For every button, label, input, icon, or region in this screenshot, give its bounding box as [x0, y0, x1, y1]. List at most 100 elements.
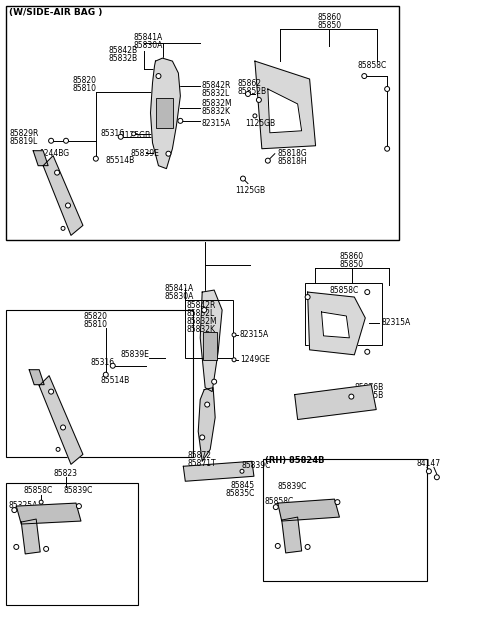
Text: 85860: 85860	[339, 253, 363, 261]
Polygon shape	[255, 61, 315, 149]
Text: 85820: 85820	[73, 76, 97, 85]
Circle shape	[265, 158, 270, 163]
Circle shape	[93, 156, 98, 161]
Bar	[305, 283, 382, 345]
Circle shape	[156, 74, 161, 79]
Bar	[203, 332, 217, 360]
Text: 85858C: 85858C	[329, 286, 359, 295]
Text: 85839C: 85839C	[242, 461, 271, 470]
Circle shape	[384, 87, 390, 92]
Circle shape	[232, 358, 236, 361]
Text: (RH) 85824B: (RH) 85824B	[265, 456, 324, 465]
Bar	[6, 483, 138, 605]
Circle shape	[365, 349, 370, 354]
Circle shape	[39, 500, 43, 504]
Circle shape	[56, 448, 60, 451]
Polygon shape	[198, 387, 215, 461]
Text: 85850: 85850	[339, 260, 363, 269]
Text: 82315A: 82315A	[381, 318, 410, 327]
Circle shape	[76, 504, 82, 509]
Text: 85839E: 85839E	[131, 149, 159, 158]
Text: 85832B: 85832B	[109, 54, 138, 63]
Text: 1125GB: 1125GB	[245, 119, 275, 128]
Text: 85818H: 85818H	[278, 157, 307, 166]
Circle shape	[178, 118, 183, 123]
Bar	[185, 300, 233, 358]
Polygon shape	[39, 376, 83, 464]
Text: 85850: 85850	[318, 21, 342, 30]
Circle shape	[110, 363, 115, 368]
Circle shape	[48, 138, 54, 143]
Circle shape	[434, 475, 439, 480]
Text: 85830A: 85830A	[165, 292, 194, 301]
Text: 85871T: 85871T	[187, 459, 216, 469]
Circle shape	[60, 425, 65, 430]
Circle shape	[14, 545, 19, 550]
Text: 85852B: 85852B	[237, 87, 266, 96]
Text: 85872: 85872	[187, 451, 211, 461]
Polygon shape	[183, 461, 254, 481]
Text: 85514B: 85514B	[106, 156, 135, 165]
Polygon shape	[268, 89, 301, 133]
Circle shape	[48, 389, 54, 394]
Text: 85832M: 85832M	[186, 317, 217, 326]
Text: 85832K: 85832K	[201, 107, 230, 116]
Circle shape	[426, 469, 432, 474]
Circle shape	[12, 508, 17, 513]
Text: 85858C: 85858C	[357, 61, 386, 70]
Circle shape	[335, 500, 340, 504]
Circle shape	[65, 203, 71, 208]
Text: 82315A: 82315A	[240, 330, 269, 339]
Text: 85832L: 85832L	[201, 89, 229, 98]
Bar	[156, 98, 173, 128]
Text: 85860: 85860	[318, 14, 342, 22]
Text: 85810: 85810	[84, 320, 108, 329]
Circle shape	[202, 308, 207, 313]
Text: 85823: 85823	[53, 469, 77, 478]
Text: 85841A: 85841A	[134, 33, 163, 42]
Polygon shape	[21, 519, 40, 554]
Text: 85819L: 85819L	[9, 137, 37, 146]
Text: 85875B: 85875B	[354, 391, 384, 400]
Text: 1125GB: 1125GB	[235, 186, 265, 194]
Polygon shape	[200, 290, 222, 392]
Text: 85858C: 85858C	[265, 497, 294, 506]
Text: 85830A: 85830A	[134, 41, 163, 50]
Text: 1249GE: 1249GE	[240, 355, 270, 364]
Text: 85832L: 85832L	[186, 309, 215, 318]
Text: 85829R: 85829R	[9, 129, 39, 138]
Circle shape	[240, 469, 244, 474]
Circle shape	[132, 132, 136, 136]
Text: 85876B: 85876B	[354, 383, 384, 392]
Circle shape	[349, 394, 354, 399]
Circle shape	[63, 138, 69, 143]
Circle shape	[55, 170, 60, 175]
Text: 85316: 85316	[101, 129, 125, 138]
Text: 85835C: 85835C	[225, 489, 254, 498]
Bar	[6, 310, 193, 457]
Text: 85842R: 85842R	[201, 81, 230, 90]
Text: 85839C: 85839C	[278, 482, 307, 491]
Text: 85858C: 85858C	[23, 486, 52, 495]
Polygon shape	[295, 384, 376, 420]
Text: 82315A: 82315A	[201, 119, 230, 128]
Circle shape	[118, 134, 123, 139]
Text: 85839E: 85839E	[120, 350, 150, 359]
Polygon shape	[29, 370, 44, 384]
Circle shape	[240, 176, 245, 181]
Text: 85810: 85810	[73, 84, 97, 93]
Circle shape	[204, 402, 210, 407]
Text: 84147: 84147	[417, 459, 441, 469]
Text: 85514B: 85514B	[101, 376, 130, 384]
Circle shape	[212, 379, 216, 384]
Text: 85832M: 85832M	[201, 99, 232, 108]
Circle shape	[103, 372, 108, 377]
Text: 85325A: 85325A	[8, 501, 38, 510]
Circle shape	[365, 290, 370, 295]
Circle shape	[305, 545, 310, 550]
Circle shape	[232, 333, 236, 337]
Polygon shape	[151, 58, 180, 168]
Circle shape	[44, 547, 48, 552]
Circle shape	[253, 114, 257, 118]
Polygon shape	[33, 150, 48, 166]
